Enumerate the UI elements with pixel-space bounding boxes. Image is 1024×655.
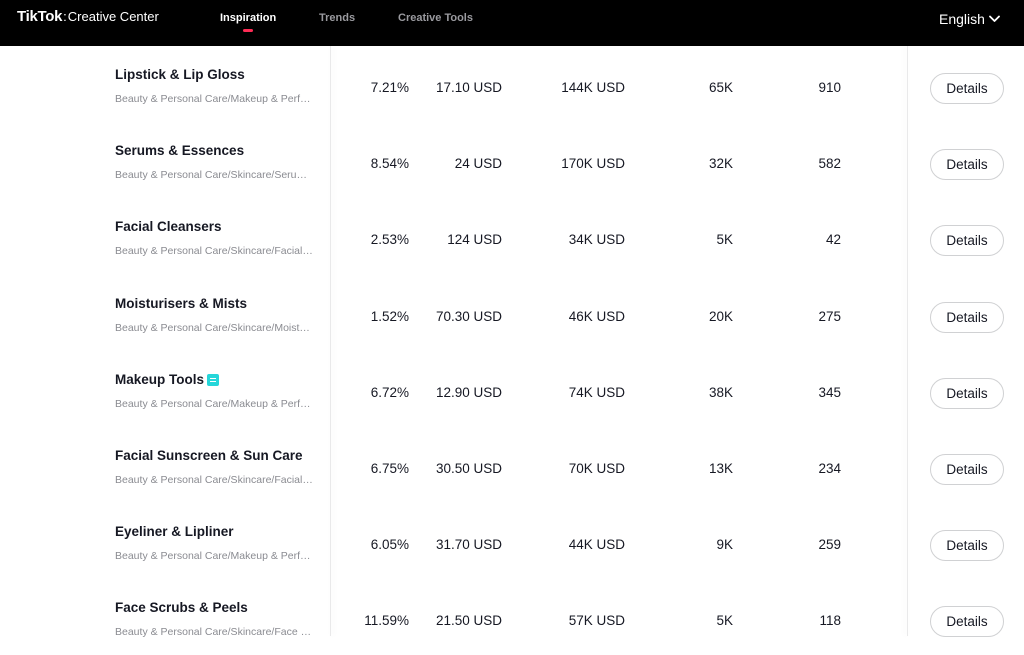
details-button[interactable]: Details — [930, 454, 1004, 485]
details-button[interactable]: Details — [930, 302, 1004, 333]
avg-price-cell: 24 USD — [454, 156, 502, 171]
sales-value-cell: 74K USD — [568, 385, 625, 400]
category-path: Beauty & Personal Care/Skincare/Facial C… — [115, 245, 315, 257]
sales-volume-cell: 5K — [716, 232, 733, 247]
logo-main-text: TikTok — [17, 8, 63, 25]
count-cell: 42 — [825, 232, 841, 247]
count-cell: 910 — [818, 80, 841, 95]
count-cell: 234 — [818, 461, 841, 476]
conversion-rate-cell: 6.75% — [370, 461, 409, 476]
category-name-label: Eyeliner & Lipliner — [115, 524, 234, 539]
category-name-label: Moisturisers & Mists — [115, 296, 248, 311]
sales-volume-cell: 32K — [708, 156, 733, 171]
table-row: Eyeliner & Lipliner Beauty & Personal Car… — [0, 503, 1024, 579]
avg-price-cell: 21.50 USD — [435, 613, 502, 628]
details-button[interactable]: Details — [930, 378, 1004, 409]
table-row: Serums & Essences Beauty & Personal Care/… — [0, 122, 1024, 198]
details-button[interactable]: Details — [930, 606, 1004, 637]
table-row: Moisturisers & Mists Beauty & Personal Ca… — [0, 275, 1024, 351]
count-cell: 582 — [818, 156, 841, 171]
table-row: Lipstick & Lip Gloss Beauty & Personal Ca… — [0, 46, 1024, 122]
category-name[interactable]: Face Scrubs & Peels — [115, 600, 248, 615]
category-ranking-table: Lipstick & Lip Gloss Beauty & Personal Ca… — [0, 46, 1024, 638]
sales-value-cell: 34K USD — [568, 232, 625, 247]
table-row: Facial Sunscreen & Sun Care Beauty & Pers… — [0, 427, 1024, 503]
category-path: Beauty & Personal Care/Skincare/Face Scr… — [115, 626, 315, 638]
language-selector[interactable]: English — [939, 11, 1000, 27]
category-name[interactable]: Facial Cleansers — [115, 219, 222, 234]
avg-price-cell: 17.10 USD — [435, 80, 502, 95]
sales-volume-cell: 13K — [708, 461, 733, 476]
sales-value-cell: 44K USD — [568, 537, 625, 552]
logo-sub-text: Creative Center — [67, 9, 159, 24]
chevron-down-icon — [989, 15, 1000, 22]
category-name[interactable]: Lipstick & Lip Gloss — [115, 67, 245, 82]
sales-volume-cell: 5K — [716, 613, 733, 628]
sales-value-cell: 46K USD — [568, 309, 625, 324]
category-name-label: Facial Cleansers — [115, 219, 222, 234]
frozen-column-divider-left — [330, 46, 331, 636]
category-path: Beauty & Personal Care/Makeup & Perfume/… — [115, 93, 315, 105]
top-navigation-bar: TikTok : Creative Center Inspiration Tre… — [0, 0, 1024, 46]
count-cell: 345 — [818, 385, 841, 400]
category-name[interactable]: Eyeliner & Lipliner — [115, 524, 234, 539]
new-category-badge-icon — [207, 373, 220, 386]
details-button[interactable]: Details — [930, 530, 1004, 561]
category-path: Beauty & Personal Care/Skincare/Moisturi… — [115, 322, 315, 334]
conversion-rate-cell: 6.05% — [370, 537, 409, 552]
nav-creative-tools[interactable]: Creative Tools — [398, 12, 473, 24]
conversion-rate-cell: 6.72% — [370, 385, 409, 400]
table-row: Face Scrubs & Peels Beauty & Personal Car… — [0, 579, 1024, 655]
active-nav-indicator — [243, 29, 254, 32]
nav-creative-tools-label: Creative Tools — [398, 12, 473, 24]
nav-inspiration[interactable]: Inspiration — [220, 12, 277, 32]
sales-volume-cell: 20K — [708, 309, 733, 324]
category-name-label: Lipstick & Lip Gloss — [115, 67, 245, 82]
count-cell: 275 — [818, 309, 841, 324]
category-name[interactable]: Makeup Tools — [115, 372, 220, 387]
table-row: Makeup Tools Beauty & Personal Care/Makeu… — [0, 351, 1024, 427]
sales-volume-cell: 65K — [708, 80, 733, 95]
category-name-label: Serums & Essences — [115, 143, 245, 158]
conversion-rate-cell: 8.54% — [370, 156, 409, 171]
category-name[interactable]: Moisturisers & Mists — [115, 296, 247, 311]
logo-separator: : — [63, 9, 67, 24]
sales-value-cell: 70K USD — [568, 461, 625, 476]
category-path: Beauty & Personal Care/Makeup & Perfume/… — [115, 550, 315, 562]
nav-trends[interactable]: Trends — [319, 12, 355, 24]
avg-price-cell: 31.70 USD — [435, 537, 502, 552]
sales-value-cell: 170K USD — [561, 156, 625, 171]
conversion-rate-cell: 2.53% — [370, 232, 409, 247]
sales-value-cell: 144K USD — [561, 80, 625, 95]
frozen-column-divider-right — [907, 46, 908, 636]
sales-value-cell: 57K USD — [568, 613, 625, 628]
avg-price-cell: 12.90 USD — [435, 385, 502, 400]
language-label: English — [939, 11, 985, 27]
details-button[interactable]: Details — [930, 149, 1004, 180]
sales-volume-cell: 9K — [716, 537, 733, 552]
nav-inspiration-label: Inspiration — [220, 12, 277, 24]
nav-trends-label: Trends — [319, 12, 356, 24]
conversion-rate-cell: 7.21% — [370, 80, 409, 95]
tiktok-creative-center-logo[interactable]: TikTok : Creative Center — [17, 8, 159, 28]
avg-price-cell: 124 USD — [447, 232, 502, 247]
category-name-label: Makeup Tools — [115, 372, 205, 387]
conversion-rate-cell: 1.52% — [370, 309, 409, 324]
category-path: Beauty & Personal Care/Skincare/Facial S… — [115, 474, 315, 486]
category-name-label: Facial Sunscreen & Sun Care — [115, 448, 303, 463]
category-path: Beauty & Personal Care/Skincare/Serums &… — [115, 169, 315, 181]
sales-volume-cell: 38K — [708, 385, 733, 400]
count-cell: 259 — [818, 537, 841, 552]
table-row: Facial Cleansers Beauty & Personal Care/S… — [0, 198, 1024, 274]
category-name[interactable]: Facial Sunscreen & Sun Care — [115, 448, 303, 463]
category-name[interactable]: Serums & Essences — [115, 143, 244, 158]
details-button[interactable]: Details — [930, 73, 1004, 104]
details-button[interactable]: Details — [930, 225, 1004, 256]
conversion-rate-cell: 11.59% — [364, 613, 409, 628]
count-cell: 118 — [819, 613, 841, 628]
category-path: Beauty & Personal Care/Makeup & Perfume/… — [115, 398, 315, 410]
avg-price-cell: 70.30 USD — [435, 309, 502, 324]
avg-price-cell: 30.50 USD — [435, 461, 502, 476]
category-name-label: Face Scrubs & Peels — [115, 600, 248, 615]
